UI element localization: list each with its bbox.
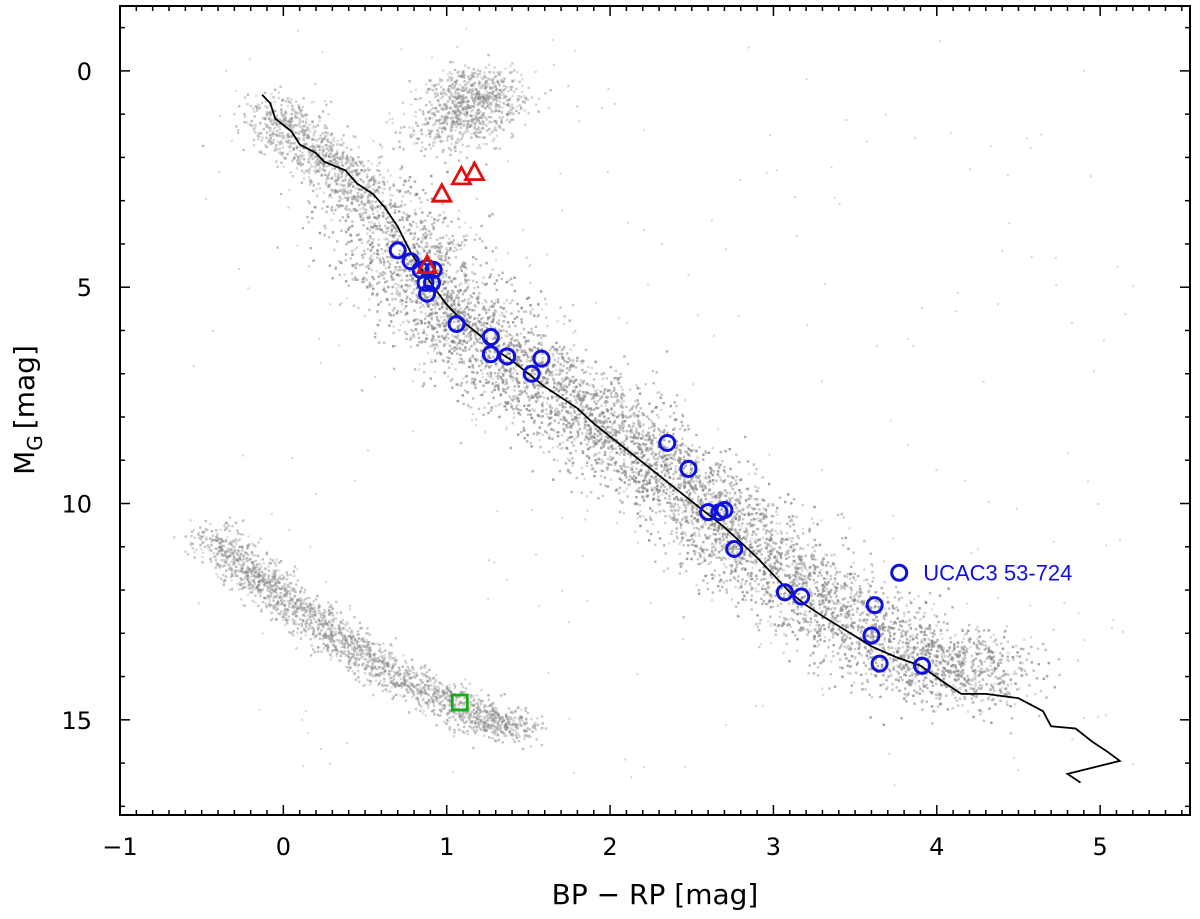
density-upper_main_sequence [201, 82, 410, 220]
y-tick-label: 0 [77, 58, 92, 86]
series-isochrone [261, 94, 1122, 784]
circle-marker [481, 327, 500, 346]
x-tick-label: 5 [1093, 833, 1108, 861]
circle-marker [388, 241, 407, 260]
y-axis-label: MG [mag] [8, 345, 47, 475]
circle-marker [699, 503, 718, 522]
circle-marker [481, 345, 500, 364]
circle-marker [792, 587, 811, 606]
circle-marker [423, 273, 442, 292]
y-tick-label: 10 [61, 491, 92, 519]
triangle-marker [415, 253, 439, 274]
x-tick-label: −1 [102, 833, 137, 861]
y-axis-label-main: M [8, 451, 41, 475]
density-red_giant_clump [385, 45, 579, 170]
x-tick-label: 4 [929, 833, 944, 861]
background-star-density [173, 27, 1135, 787]
circle-marker [715, 501, 734, 520]
isochrone-line [261, 94, 1122, 784]
annotations: UCAC3 53-724 [923, 561, 1072, 586]
x-tick-label: 0 [276, 833, 291, 861]
circle-marker [725, 539, 744, 558]
x-axis-label: BP − RP [mag] [552, 878, 759, 911]
density-field-scatter [192, 27, 1135, 787]
circle-marker [865, 596, 884, 615]
circle-marker [775, 583, 794, 602]
triangle-marker [430, 181, 454, 203]
plot-frame [119, 5, 1191, 816]
triangle-marker [463, 160, 486, 181]
y-axis-label-unit: [mag] [8, 345, 41, 429]
y-axis-label-sub: G [23, 435, 47, 451]
annotation-label: UCAC3 53-724 [923, 561, 1072, 586]
series-red_triangles [415, 160, 486, 274]
circle-marker [418, 284, 437, 303]
axis-ticks: −1 0 1 2 3 4 5 0 5 10 15 [61, 6, 1190, 861]
density-white_dwarf_sequence [173, 516, 548, 751]
circle-marker [522, 364, 541, 383]
circle-marker [870, 654, 889, 673]
circle-marker [913, 656, 932, 675]
data-series [261, 94, 1122, 784]
circle-marker [679, 459, 698, 478]
x-tick-label: 3 [766, 833, 781, 861]
y-tick-label: 15 [61, 707, 92, 735]
x-tick-label: 2 [602, 833, 617, 861]
circle-marker [498, 347, 517, 366]
x-tick-label: 1 [439, 833, 454, 861]
y-tick-label: 5 [77, 274, 92, 302]
series-green_squares [450, 693, 469, 712]
series-blue_circles [388, 241, 932, 675]
circle-marker [658, 433, 677, 452]
circle-marker [862, 626, 881, 645]
circle-marker [890, 563, 909, 582]
triangle-marker [450, 164, 473, 186]
square-marker [450, 693, 469, 712]
circle-marker [447, 314, 466, 333]
density-main_sequence [276, 146, 1080, 735]
circle-marker [532, 349, 551, 368]
